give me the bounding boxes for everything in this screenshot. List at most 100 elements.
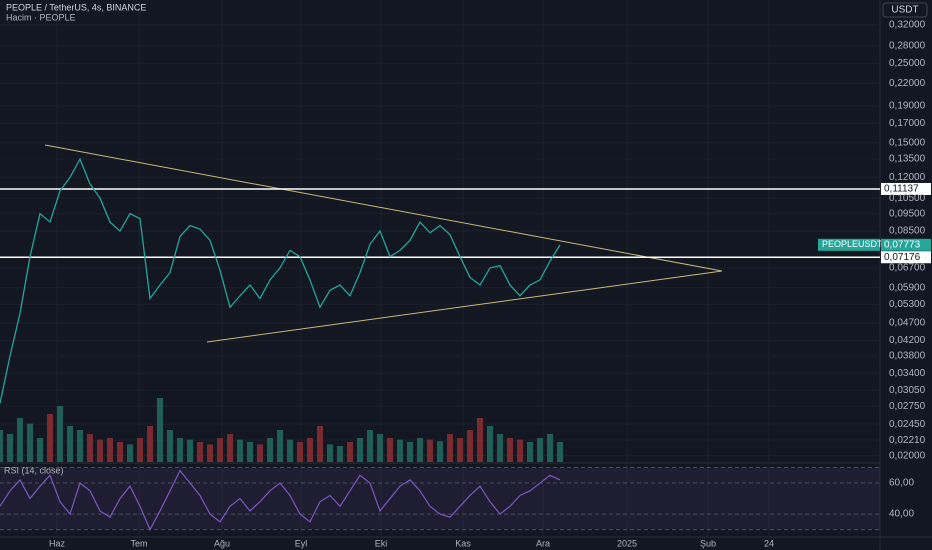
volume-bar xyxy=(107,438,113,462)
volume-bar xyxy=(557,442,563,462)
y-tick-label: 0,03400 xyxy=(889,368,926,379)
volume-bar xyxy=(367,430,373,462)
volume-bar xyxy=(7,434,13,462)
x-tick-label: Eyl xyxy=(295,538,308,548)
volume-bar xyxy=(317,426,323,462)
volume-bar xyxy=(287,439,293,462)
volume-bar xyxy=(397,439,403,462)
y-tick-label: 0,25000 xyxy=(889,58,926,69)
volume-bar xyxy=(67,426,73,462)
volume-bar xyxy=(457,438,463,462)
volume-bar xyxy=(77,430,83,462)
symbol-tag xyxy=(818,238,880,251)
volume-bar xyxy=(327,444,333,462)
y-tick-label: 0,06700 xyxy=(889,263,926,274)
y-tick-label: 0,17000 xyxy=(889,118,926,129)
trendline xyxy=(206,270,723,343)
grid xyxy=(0,0,880,537)
volume-bar xyxy=(527,442,533,462)
y-tick-label: 0,02750 xyxy=(889,401,926,412)
volume-bar xyxy=(17,418,23,462)
volume-bar xyxy=(117,442,123,462)
y-tick-label: 0,05900 xyxy=(889,282,926,293)
volume-bar xyxy=(467,430,473,462)
y-tick-label: 0,32000 xyxy=(889,20,926,31)
volume-bar xyxy=(377,434,383,462)
rsi-band xyxy=(0,467,880,530)
price-label: 0,07773 xyxy=(884,239,921,250)
volume-bar xyxy=(507,438,513,462)
volume-bar xyxy=(257,444,263,462)
trendline xyxy=(44,144,723,272)
volume-bar xyxy=(347,442,353,462)
volume-bar xyxy=(187,439,193,462)
volume-bar xyxy=(417,438,423,462)
y-tick-label: 0,02210 xyxy=(889,435,926,446)
volume-bar xyxy=(147,426,153,462)
y-tick-label: 0,19000 xyxy=(889,101,926,112)
x-tick-label: Şub xyxy=(700,538,716,548)
y-tick-label: 0,02450 xyxy=(889,419,926,430)
level-tag xyxy=(881,182,931,195)
volume-bar xyxy=(87,434,93,462)
y-tick-label: 0,09500 xyxy=(889,208,926,219)
volume-bar xyxy=(27,423,33,462)
symbol-label: PEOPLEUSDT xyxy=(822,239,883,249)
x-tick-label: Ara xyxy=(536,538,550,548)
chart-title: PEOPLE / TetherUS, 4s, BINANCE xyxy=(6,2,146,12)
level-label: 0,11137 xyxy=(884,184,919,195)
volume-bar xyxy=(267,438,273,462)
x-tick-label: Ağu xyxy=(214,538,230,548)
volume-bar xyxy=(217,438,223,462)
subtitle: Hacim · PEOPLE xyxy=(6,12,76,22)
y-tick-label: 0,04700 xyxy=(889,318,926,329)
y-tick-label: 0,08500 xyxy=(889,226,926,237)
volume-bar xyxy=(227,434,233,462)
volume-bar xyxy=(307,438,313,462)
volume-bar xyxy=(247,442,253,462)
y-tick-label: 0,12000 xyxy=(889,172,926,183)
volume-bar xyxy=(57,406,63,462)
rsi-tick-label: 40,00 xyxy=(889,509,914,520)
volume-bar xyxy=(337,446,343,462)
volume-bar xyxy=(97,439,103,462)
currency-button[interactable] xyxy=(882,2,928,18)
currency[interactable]: USDT xyxy=(891,5,918,16)
volume xyxy=(0,398,563,462)
level-label: 0,07176 xyxy=(884,252,921,263)
x-tick-label: Kas xyxy=(455,538,471,548)
y-tick-label: 0,10500 xyxy=(889,193,926,204)
y-tick-label: 0,02000 xyxy=(889,450,926,461)
volume-bar xyxy=(237,439,243,462)
volume-bar xyxy=(47,414,53,462)
price-line xyxy=(0,157,561,404)
y-tick-label: 0,13500 xyxy=(889,154,926,165)
rsi-pane xyxy=(0,467,880,531)
volume-bar xyxy=(487,426,493,462)
volume-bar xyxy=(137,438,143,462)
x-tick-label: 24 xyxy=(764,538,774,548)
y-tick-label: 0,05300 xyxy=(889,299,926,310)
x-tick-label: Haz xyxy=(49,538,66,548)
volume-bar xyxy=(427,439,433,462)
volume-bar xyxy=(157,398,163,462)
volume-bar xyxy=(437,441,443,462)
volume-bar xyxy=(37,438,43,462)
volume-bar xyxy=(547,434,553,462)
volume-bar xyxy=(0,430,3,462)
y-tick-label: 0,15000 xyxy=(889,137,926,148)
volume-bar xyxy=(177,438,183,462)
rsi-title: RSI (14, close) xyxy=(4,465,64,475)
volume-bar xyxy=(127,444,133,462)
volume-bar xyxy=(477,418,483,462)
volume-bar xyxy=(167,430,173,462)
volume-bar xyxy=(387,438,393,462)
volume-bar xyxy=(407,442,413,462)
x-tick-label: 2025 xyxy=(617,538,637,548)
y-tick-label: 0,28000 xyxy=(889,40,926,51)
volume-bar xyxy=(297,442,303,462)
volume-bar xyxy=(277,430,283,462)
rsi-line xyxy=(0,469,561,531)
